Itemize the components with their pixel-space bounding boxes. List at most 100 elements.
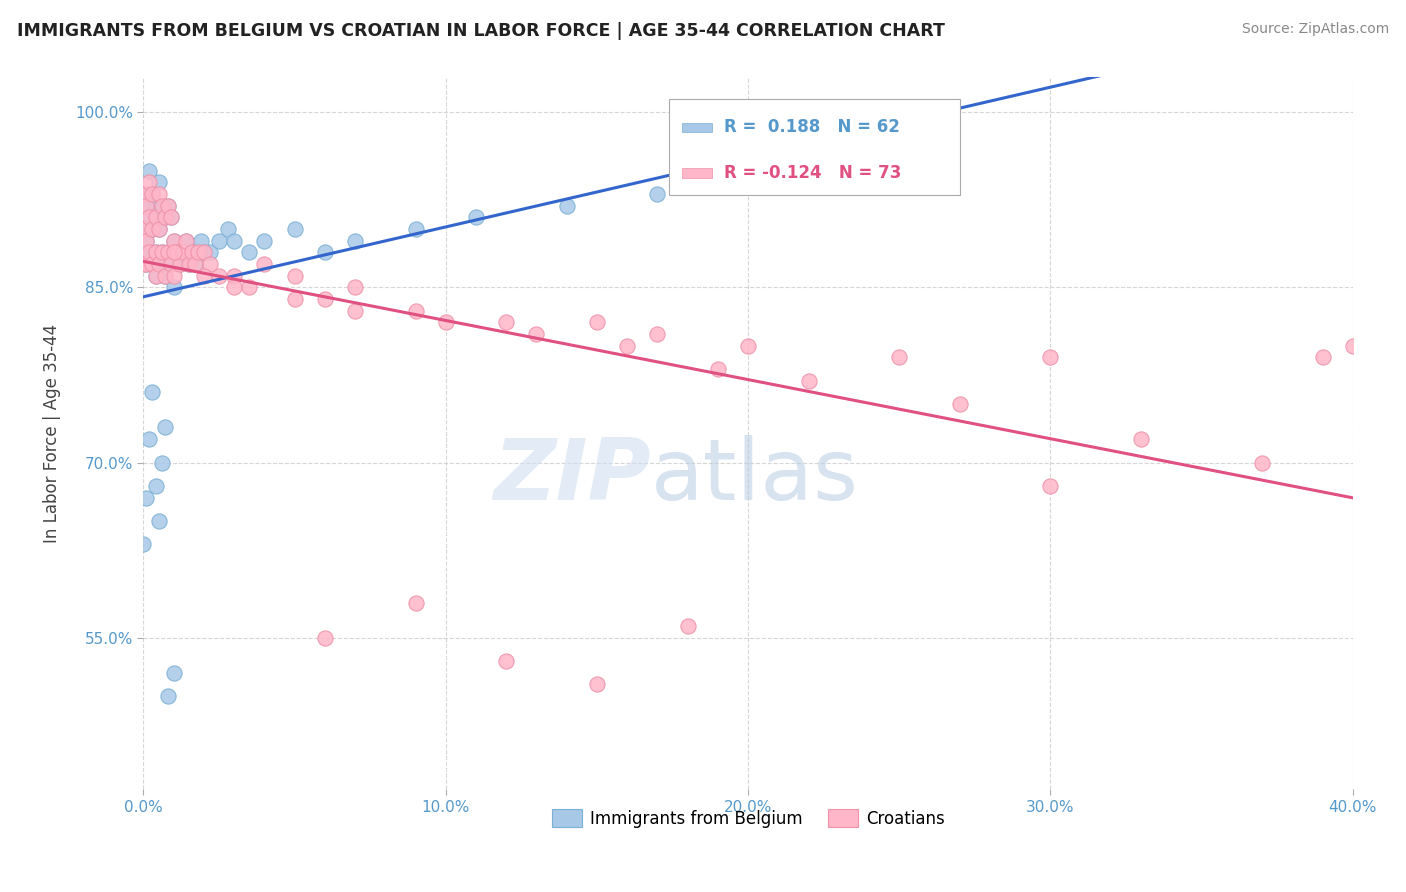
- Point: [145, 268, 167, 283]
- Point: [1130, 432, 1153, 446]
- Point: [198, 257, 221, 271]
- Point: [156, 199, 179, 213]
- Point: [586, 677, 609, 691]
- Point: [163, 665, 186, 680]
- Point: [135, 199, 157, 213]
- Point: [159, 211, 181, 225]
- Point: [132, 257, 155, 271]
- Point: [737, 339, 759, 353]
- Point: [1039, 479, 1062, 493]
- Point: [1341, 339, 1364, 353]
- Point: [187, 245, 209, 260]
- Text: Source: ZipAtlas.com: Source: ZipAtlas.com: [1241, 22, 1389, 37]
- Point: [148, 257, 170, 271]
- Point: [737, 176, 759, 190]
- Point: [141, 222, 163, 236]
- Point: [238, 245, 260, 260]
- Point: [190, 234, 212, 248]
- Point: [434, 316, 457, 330]
- Point: [138, 245, 160, 260]
- Point: [1312, 351, 1334, 365]
- Point: [132, 222, 155, 236]
- Point: [156, 245, 179, 260]
- Point: [138, 176, 160, 190]
- Point: [132, 187, 155, 202]
- Point: [166, 245, 188, 260]
- Point: [172, 245, 194, 260]
- Point: [159, 257, 181, 271]
- Point: [224, 268, 246, 283]
- Point: [177, 257, 200, 271]
- Point: [159, 211, 181, 225]
- Point: [284, 222, 307, 236]
- Point: [153, 211, 176, 225]
- Point: [676, 619, 699, 633]
- Point: [647, 187, 669, 202]
- Point: [174, 234, 197, 248]
- Point: [132, 245, 155, 260]
- Point: [1251, 455, 1274, 469]
- Point: [132, 199, 155, 213]
- Point: [141, 257, 163, 271]
- Point: [150, 245, 173, 260]
- Point: [150, 199, 173, 213]
- Point: [405, 595, 427, 609]
- Point: [153, 268, 176, 283]
- Point: [166, 245, 188, 260]
- Point: [586, 316, 609, 330]
- Point: [465, 211, 488, 225]
- Point: [949, 397, 972, 411]
- Point: [148, 222, 170, 236]
- Point: [889, 351, 911, 365]
- Point: [150, 199, 173, 213]
- Point: [141, 385, 163, 400]
- Point: [145, 211, 167, 225]
- Point: [253, 234, 276, 248]
- Point: [135, 257, 157, 271]
- Point: [405, 303, 427, 318]
- Point: [141, 222, 163, 236]
- Point: [217, 222, 239, 236]
- Point: [184, 257, 207, 271]
- Point: [526, 327, 548, 342]
- Point: [163, 268, 186, 283]
- Point: [180, 245, 202, 260]
- Point: [177, 257, 200, 271]
- Legend: Immigrants from Belgium, Croatians: Immigrants from Belgium, Croatians: [546, 803, 952, 834]
- Point: [145, 199, 167, 213]
- Point: [150, 455, 173, 469]
- Point: [224, 234, 246, 248]
- Point: [138, 245, 160, 260]
- Point: [198, 245, 221, 260]
- Point: [314, 631, 336, 645]
- Point: [138, 163, 160, 178]
- Point: [148, 176, 170, 190]
- Point: [153, 268, 176, 283]
- Point: [145, 245, 167, 260]
- Point: [344, 234, 367, 248]
- Point: [284, 292, 307, 306]
- Point: [163, 245, 186, 260]
- Point: [145, 479, 167, 493]
- Point: [148, 514, 170, 528]
- Point: [208, 268, 231, 283]
- Text: ZIP: ZIP: [494, 434, 651, 517]
- Point: [169, 257, 191, 271]
- Point: [224, 280, 246, 294]
- Point: [135, 257, 157, 271]
- Point: [163, 280, 186, 294]
- Point: [707, 362, 730, 376]
- Point: [495, 654, 517, 668]
- Point: [156, 245, 179, 260]
- Point: [284, 268, 307, 283]
- FancyBboxPatch shape: [682, 168, 711, 178]
- Point: [159, 257, 181, 271]
- Point: [174, 234, 197, 248]
- Point: [253, 257, 276, 271]
- Point: [163, 234, 186, 248]
- Point: [616, 339, 638, 353]
- Point: [208, 234, 231, 248]
- Point: [163, 234, 186, 248]
- Point: [169, 257, 191, 271]
- Point: [555, 199, 578, 213]
